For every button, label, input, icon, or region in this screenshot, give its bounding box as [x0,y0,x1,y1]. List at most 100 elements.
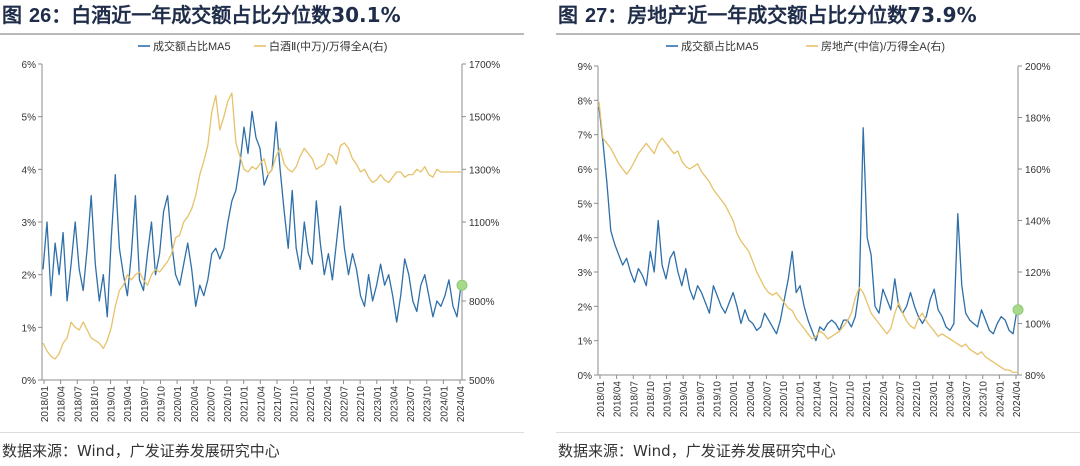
left-tick-label: 1% [22,323,37,334]
right-tick-label: 80% [1025,371,1045,382]
left-tick-label: 5% [578,199,593,210]
x-tick-label: 2020/07 [762,381,773,418]
legend-label: 成交额占比MA5 [153,39,231,53]
x-tick-label: 2019/04 [123,386,134,423]
x-tick-label: 2019/01 [107,386,118,423]
x-tick-label: 2021/01 [240,386,251,423]
right-tick-label: 160% [1025,165,1051,176]
left-tick-label: 4% [22,165,37,176]
x-tick-label: 2018/07 [629,381,640,418]
x-tick-label: 2022/04 [323,386,334,423]
data-source: 数据来源：Wind，广发证券发展研究中心 [558,442,836,460]
left-tick-label: 0% [578,371,593,382]
footer-divider [556,432,1080,433]
right-tick-label: 140% [1025,217,1051,228]
x-tick-label: 2024/01 [995,381,1006,418]
x-tick-label: 2021/01 [796,381,807,418]
x-tick-label: 2018/10 [646,381,657,418]
x-tick-label: 2023/01 [373,386,384,423]
chart-title: 图 26：白酒近一年成交额占比分位数30.1% [2,0,524,30]
latest-point-marker [456,279,468,291]
series-line-relative-index [42,92,461,360]
latest-point-marker [1012,304,1024,316]
x-tick-label: 2021/07 [829,381,840,418]
x-tick-label: 2024/01 [439,386,450,423]
x-tick-label: 2022/01 [306,386,317,423]
x-tick-label: 2018/10 [90,386,101,423]
x-tick-label: 2022/10 [356,386,367,423]
left-tick-label: 6% [22,60,37,71]
left-tick-label: 1% [578,337,593,348]
x-tick-label: 2021/07 [273,386,284,423]
x-tick-label: 2021/04 [256,386,267,423]
x-tick-label: 2018/01 [40,386,51,423]
left-tick-label: 6% [578,165,593,176]
left-tick-label: 2% [22,271,37,282]
x-tick-label: 2022/10 [912,381,923,418]
left-tick-label: 3% [22,218,37,229]
line-chart-liquor: 0% 1% 2% 3% 4% 5% 6% 500% 800% 1100% 1300% 1500% 170… [22,39,501,423]
right-tick-label: 1100% [469,218,500,229]
left-tick-label: 8% [578,96,593,107]
left-tick-label: 9% [578,62,593,73]
series-line-relative-index [598,102,1017,374]
x-tick-label: 2023/01 [929,381,940,418]
x-tick-label: 2022/07 [896,381,907,418]
x-tick-label: 2020/04 [746,381,757,418]
legend-label: 成交额占比MA5 [681,39,759,53]
x-tick-label: 2019/04 [679,381,690,418]
line-chart-real-estate: 0% 1% 2% 3% 4% 5% 6% 7% 8% 9% 80% 100% 120% 140% 160% 1… [578,39,1051,418]
x-tick-label: 2024/04 [456,386,467,423]
right-tick-label: 1300% [469,165,500,176]
chart-panel-real-estate: 图 27：房地产近一年成交额占比分位数73.9% 0% 1% 2% 3% 4% 5% 6% 7… [556,0,1080,466]
x-tick-label: 2019/10 [156,386,167,423]
chart-title: 图 27：房地产近一年成交额占比分位数73.9% [558,0,1080,30]
data-source: 数据来源：Wind，广发证券发展研究中心 [2,442,280,460]
right-tick-label: 200% [1025,62,1051,73]
x-tick-label: 2022/04 [879,381,890,418]
title-divider [0,33,524,35]
right-tick-label: 800% [469,297,495,308]
x-tick-label: 2019/10 [712,381,723,418]
title-text: ：房地产近一年成交额占比分位数73.9% [607,3,977,27]
x-tick-label: 2021/10 [846,381,857,418]
x-tick-label: 2019/07 [696,381,707,418]
x-tick-label: 2021/04 [812,381,823,418]
x-tick-label: 2023/10 [979,381,990,418]
x-tick-label: 2023/07 [962,381,973,418]
right-tick-label: 1500% [469,113,500,124]
right-tick-label: 100% [1025,320,1051,331]
x-tick-label: 2019/01 [663,381,674,418]
x-tick-label: 2024/04 [1012,381,1023,418]
x-tick-label: 2020/04 [190,386,201,423]
title-prefix: 图 [2,3,29,27]
x-tick-label: 2018/07 [73,386,84,423]
x-tick-label: 2020/07 [206,386,217,423]
footer-divider [0,432,524,433]
title-number: 27 [584,5,608,27]
x-tick-label: 2020/01 [173,386,184,423]
x-tick-label: 2020/01 [729,381,740,418]
left-tick-label: 5% [22,113,37,124]
x-tick-label: 2022/01 [862,381,873,418]
legend-label: 白酒Ⅱ(中万)/万得全A(右) [269,39,387,53]
x-tick-label: 2018/04 [57,386,68,423]
x-tick-label: 2020/10 [779,381,790,418]
legend-label: 房地产(中信)/万得全A(右) [821,39,945,53]
right-tick-label: 180% [1025,114,1051,125]
left-tick-label: 2% [578,302,593,313]
x-tick-label: 2022/07 [340,386,351,423]
title-text: ：白酒近一年成交额占比分位数30.1% [51,3,401,27]
x-tick-label: 2023/04 [945,381,956,418]
title-number: 26 [28,5,52,27]
series-line-turnover-ma5 [42,110,462,323]
x-tick-label: 2023/07 [406,386,417,423]
right-tick-label: 500% [469,376,495,387]
x-tick-label: 2020/10 [223,386,234,423]
title-prefix: 图 [558,3,585,27]
left-tick-label: 7% [578,131,593,142]
series-line-turnover-ma5 [598,107,1018,342]
title-divider [556,33,1080,35]
x-tick-label: 2018/01 [596,381,607,418]
left-tick-label: 0% [22,376,37,387]
